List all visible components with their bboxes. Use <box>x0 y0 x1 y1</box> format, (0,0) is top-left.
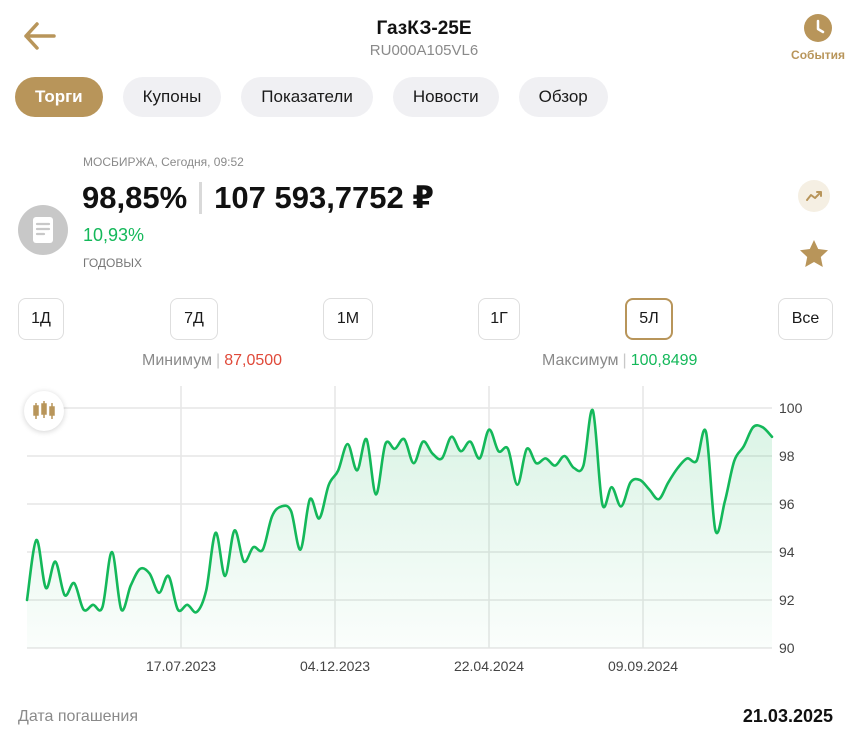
tab-trading[interactable]: Торги <box>15 77 103 117</box>
page-title: ГазКЗ-25Е <box>376 18 472 39</box>
trend-icon[interactable] <box>798 180 830 212</box>
clock-icon <box>804 14 832 42</box>
exchange-timestamp: МОСБИРЖА, Сегодня, 09:52 <box>83 155 244 169</box>
max-price: Максимум | 100,8499 <box>542 352 698 369</box>
min-value: 87,0500 <box>224 352 283 369</box>
bond-document-icon <box>18 205 68 255</box>
period-selector: 1Д 7Д 1М 1Г 5Л Все <box>18 298 833 340</box>
price-area-fill <box>27 409 772 648</box>
period-1d[interactable]: 1Д <box>18 298 64 340</box>
events-label: События <box>791 48 845 62</box>
min-price: Минимум | 87,0500 <box>142 352 283 369</box>
y-tick-label: 100 <box>779 400 803 416</box>
y-tick-label: 96 <box>779 496 795 512</box>
x-tick-label: 04.12.2023 <box>300 658 370 674</box>
yield-value: 10,93% <box>83 225 145 245</box>
price-separator <box>199 182 203 214</box>
tab-overview[interactable]: Обзор <box>518 77 608 117</box>
period-all[interactable]: Все <box>778 298 833 340</box>
maturity-label: Дата погашения <box>18 708 138 725</box>
title-block: ГазКЗ-25Е RU000A105VL6 <box>0 18 848 59</box>
maturity-row: Дата погашения 21.03.2025 <box>18 706 833 730</box>
quote-panel: МОСБИРЖА, Сегодня, 09:52 98,85% 107 593,… <box>18 150 830 280</box>
max-value: 100,8499 <box>630 352 698 369</box>
header: ГазКЗ-25Е RU000A105VL6 События <box>0 0 848 70</box>
x-tick-label: 17.07.2023 <box>146 658 216 674</box>
isin-code: RU000A105VL6 <box>369 42 479 59</box>
price-rub: 107 593,7752 ₽ <box>214 180 434 215</box>
star-icon[interactable] <box>798 238 830 270</box>
yield-label: ГОДОВЫХ <box>83 256 142 270</box>
x-tick-label: 22.04.2024 <box>454 658 524 674</box>
period-7d[interactable]: 7Д <box>170 298 218 340</box>
tab-news[interactable]: Новости <box>392 77 499 117</box>
tab-bar: Торги Купоны Показатели Новости Обзор <box>15 77 608 117</box>
price-line-series <box>25 408 774 614</box>
period-1y[interactable]: 1Г <box>478 298 520 340</box>
period-5y[interactable]: 5Л <box>625 298 673 340</box>
tab-indicators[interactable]: Показатели <box>241 77 373 117</box>
y-tick-label: 98 <box>779 448 795 464</box>
tab-coupons[interactable]: Купоны <box>122 77 222 117</box>
y-tick-label: 90 <box>779 640 795 656</box>
y-tick-label: 92 <box>779 592 795 608</box>
events-button[interactable]: События <box>790 14 846 62</box>
price-percent: 98,85% <box>82 180 188 215</box>
maturity-date: 21.03.2025 <box>742 706 833 726</box>
x-tick-label: 09.09.2024 <box>608 658 678 674</box>
y-tick-label: 94 <box>779 544 795 560</box>
period-1m[interactable]: 1М <box>323 298 373 340</box>
back-arrow-icon[interactable] <box>22 20 58 52</box>
max-label: Максимум <box>542 352 619 369</box>
min-label: Минимум <box>142 352 213 369</box>
price-line: 98,85% 107 593,7752 ₽ <box>82 180 434 216</box>
price-chart[interactable]: 100 98 96 94 92 90 17.07.2023 04.12.2023 22.04.… <box>0 380 848 680</box>
candlestick-toggle-icon[interactable] <box>24 391 64 431</box>
